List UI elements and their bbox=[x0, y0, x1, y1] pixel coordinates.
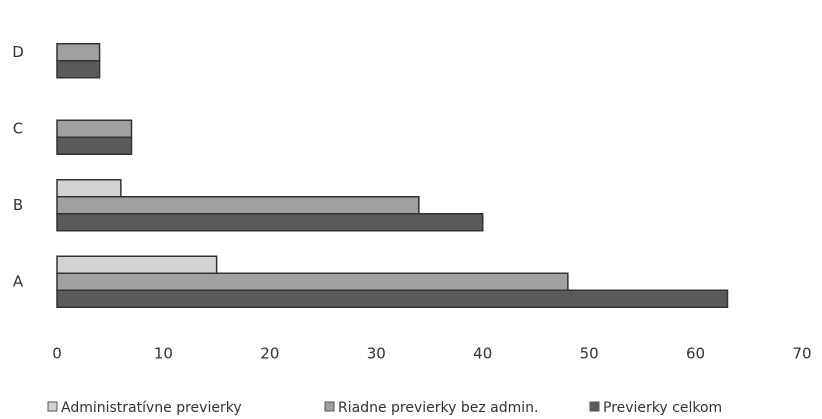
bar bbox=[56, 213, 484, 232]
y-tick-label: C bbox=[13, 119, 23, 137]
legend-swatch bbox=[589, 401, 600, 412]
y-tick-label: A bbox=[13, 272, 24, 290]
x-tick-label: 20 bbox=[260, 345, 279, 363]
bar bbox=[56, 119, 133, 138]
bar bbox=[56, 196, 420, 215]
y-tick-label: D bbox=[12, 43, 24, 61]
x-tick-label: 70 bbox=[792, 345, 811, 363]
legend-label: Previerky celkom bbox=[603, 400, 722, 416]
bar bbox=[56, 60, 101, 79]
bar bbox=[56, 289, 729, 308]
bar bbox=[56, 179, 122, 198]
x-tick-label: 30 bbox=[367, 345, 386, 363]
legend-swatch bbox=[47, 401, 58, 412]
x-tick-label: 0 bbox=[52, 345, 62, 363]
x-tick-label: 10 bbox=[154, 345, 173, 363]
legend-label: Riadne previerky bez admin. bbox=[338, 400, 538, 416]
legend-label: Administratívne previerky bbox=[61, 400, 242, 416]
bar bbox=[56, 272, 569, 291]
x-tick-label: 40 bbox=[473, 345, 492, 363]
y-tick-label: B bbox=[13, 196, 23, 214]
bar bbox=[56, 136, 133, 155]
x-tick-label: 50 bbox=[580, 345, 599, 363]
legend-swatch bbox=[324, 401, 335, 412]
bar bbox=[56, 43, 101, 62]
x-tick-label: 60 bbox=[686, 345, 705, 363]
bar bbox=[56, 255, 218, 274]
